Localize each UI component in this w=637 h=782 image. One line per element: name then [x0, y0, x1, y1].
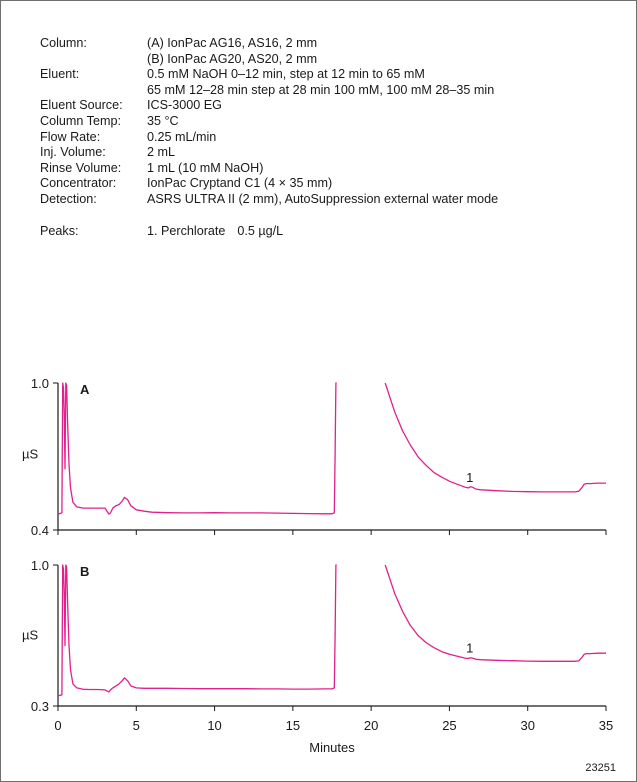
condition-values: IonPac Cryptand C1 (4 × 35 mm)	[147, 176, 332, 192]
condition-label: Inj. Volume:	[40, 145, 106, 160]
chromatogram-trace	[57, 564, 337, 697]
condition-values: 35 °C	[147, 114, 179, 130]
chromatogram-trace	[384, 382, 606, 493]
condition-value: IonPac Cryptand C1 (4 × 35 mm)	[147, 176, 333, 191]
condition-value: (B) IonPac AG20, AS20, 2 mm	[147, 51, 318, 66]
chromatography-conditions: Column: (A) IonPac AG16, AS16, 2 mm (B) Io…	[40, 36, 498, 239]
condition-row: Detection: ASRS ULTRA II (2 mm), AutoSupp…	[40, 192, 498, 208]
condition-row: Eluent: 0.5 mM NaOH 0–12 min, step at 12 …	[40, 67, 498, 98]
condition-row: Inj. Volume: 2 mL	[40, 145, 498, 161]
x-axis-label: Minutes	[309, 740, 355, 755]
peaks-row: Peaks: 1. Perchlorate 0.5 µg/L	[40, 224, 498, 240]
chromatogram-panel-b: 1.0 0.3 µS B 0 5 10 15 20 25 30 35 1	[22, 558, 613, 733]
peak-concentration: 0.5 µg/L	[237, 223, 284, 238]
x-tick-label: 20	[364, 718, 378, 733]
chromatogram-trace	[57, 382, 337, 515]
x-tick-label: 30	[520, 718, 534, 733]
condition-label: Column:	[40, 36, 87, 50]
chromatogram-panel-a: 1.0 0.4 µS A 1	[22, 376, 607, 538]
peak-label: 1	[466, 641, 473, 656]
condition-value: 0.5 mM NaOH 0–12 min, step at 12 min to …	[147, 67, 425, 82]
condition-row: Rinse Volume: 1 mL (10 mM NaOH)	[40, 161, 498, 177]
condition-values: 0.5 mM NaOH 0–12 min, step at 12 min to …	[147, 67, 494, 98]
peak-label: 1	[466, 470, 473, 485]
condition-label: Detection:	[40, 191, 97, 206]
condition-values: 1 mL (10 mM NaOH)	[147, 161, 263, 177]
condition-value: ASRS ULTRA II (2 mm), AutoSuppression ex…	[147, 191, 499, 206]
condition-label: Rinse Volume:	[40, 160, 122, 175]
condition-label: Flow Rate:	[40, 129, 101, 144]
x-tick-label: 5	[133, 718, 140, 733]
y-tick-label: 1.0	[31, 558, 49, 573]
condition-label: Column Temp:	[40, 113, 121, 128]
condition-values: 0.25 mL/min	[147, 130, 216, 146]
x-tick-label: 25	[442, 718, 456, 733]
x-tick-label: 10	[207, 718, 221, 733]
condition-values: ICS-3000 EG	[147, 98, 222, 114]
x-tick-label: 15	[286, 718, 300, 733]
y-tick-label: 0.3	[31, 699, 49, 714]
panel-label: A	[80, 382, 90, 397]
condition-values: ASRS ULTRA II (2 mm), AutoSuppression ex…	[147, 192, 498, 208]
y-tick-label: 1.0	[31, 376, 49, 391]
condition-value: 2 mL	[147, 145, 175, 160]
condition-row: Column: (A) IonPac AG16, AS16, 2 mm (B) Io…	[40, 36, 498, 67]
condition-label: Concentrator:	[40, 176, 117, 191]
condition-label: Eluent:	[40, 67, 80, 82]
figure-id: 23251	[585, 762, 616, 774]
peaks-label: Peaks:	[40, 223, 79, 238]
chromatogram-trace	[384, 564, 606, 662]
x-tick-label: 35	[599, 718, 613, 733]
condition-value: 0.25 mL/min	[147, 129, 217, 144]
y-tick-label: 0.4	[31, 523, 49, 538]
peak-name: 1. Perchlorate	[147, 223, 226, 238]
panel-label: B	[80, 564, 89, 579]
condition-value: 35 °C	[147, 113, 179, 128]
condition-row: Column Temp: 35 °C	[40, 114, 498, 130]
condition-values: 2 mL	[147, 145, 175, 161]
condition-label: Eluent Source:	[40, 98, 123, 113]
y-axis-label: µS	[22, 447, 38, 462]
condition-value: 65 mM 12–28 min step at 28 min 100 mM, 1…	[147, 82, 495, 97]
condition-value: ICS-3000 EG	[147, 98, 222, 113]
condition-values: (A) IonPac AG16, AS16, 2 mm (B) IonPac AG…	[147, 36, 317, 67]
condition-value: (A) IonPac AG16, AS16, 2 mm	[147, 36, 318, 50]
condition-row: Concentrator: IonPac Cryptand C1 (4 × 35 …	[40, 176, 498, 192]
condition-value: 1 mL (10 mM NaOH)	[147, 160, 264, 175]
condition-row: Flow Rate: 0.25 mL/min	[40, 130, 498, 146]
condition-row: Eluent Source: ICS-3000 EG	[40, 98, 498, 114]
peak-item: 1. Perchlorate 0.5 µg/L	[147, 224, 283, 240]
x-tick-label: 0	[54, 718, 61, 733]
y-axis-label: µS	[22, 628, 38, 643]
